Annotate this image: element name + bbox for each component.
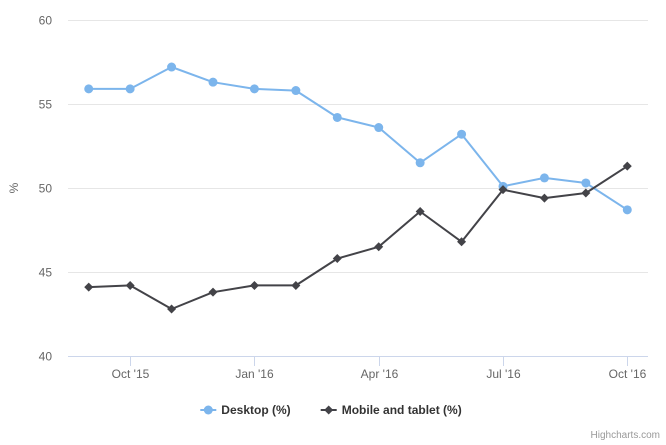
legend-label: Desktop (%)	[221, 403, 290, 417]
y-tick-label: 55	[39, 98, 53, 112]
legend-item-mobile[interactable]: Mobile and tablet (%)	[320, 403, 462, 417]
series-layer	[84, 62, 632, 314]
x-tick-label: Oct '15	[112, 367, 150, 381]
data-point[interactable]	[415, 158, 425, 168]
data-point[interactable]	[167, 62, 177, 72]
series-desktop	[84, 62, 632, 215]
x-tick-label: Jan '16	[235, 367, 274, 381]
data-point[interactable]	[415, 207, 425, 217]
data-point[interactable]	[125, 84, 135, 94]
grid-lines	[68, 20, 648, 357]
data-point[interactable]	[84, 84, 94, 94]
data-point[interactable]	[457, 237, 467, 247]
series-line[interactable]	[87, 165, 629, 310]
data-point[interactable]	[332, 254, 342, 264]
data-point[interactable]	[167, 304, 177, 314]
y-tick-label: 50	[39, 182, 53, 196]
x-axis: Oct '15 Jan '16 Apr '16 Jul '16 Oct '16	[68, 356, 648, 381]
data-point[interactable]	[374, 242, 384, 252]
data-point[interactable]	[332, 112, 342, 122]
data-point[interactable]	[457, 129, 467, 139]
data-point[interactable]	[291, 280, 301, 290]
data-point[interactable]	[249, 280, 259, 290]
data-point[interactable]	[291, 86, 301, 96]
y-tick-label: 60	[39, 14, 53, 28]
data-point[interactable]	[622, 161, 632, 171]
legend-label: Mobile and tablet (%)	[342, 403, 462, 417]
legend-marker-icon	[203, 405, 213, 415]
credits-link[interactable]: Highcharts.com	[591, 430, 660, 441]
y-axis-title: %	[7, 182, 21, 193]
data-point[interactable]	[539, 173, 549, 183]
data-point[interactable]	[125, 280, 135, 290]
y-tick-label: 45	[39, 266, 53, 280]
data-point[interactable]	[498, 185, 508, 195]
data-point[interactable]	[539, 193, 549, 203]
x-tick-label: Oct '16	[609, 367, 647, 381]
data-point[interactable]	[84, 282, 94, 292]
data-point[interactable]	[622, 205, 632, 215]
legend: Desktop (%) Mobile and tablet (%)	[200, 403, 462, 417]
data-point[interactable]	[374, 123, 384, 133]
data-point[interactable]	[208, 77, 218, 87]
x-tick-label: Apr '16	[361, 367, 399, 381]
data-point[interactable]	[581, 188, 591, 198]
y-axis: % 40 45 50 55 60	[7, 14, 52, 364]
data-point[interactable]	[208, 287, 218, 297]
series-mobile	[84, 161, 632, 314]
y-tick-label: 40	[39, 350, 53, 364]
legend-item-desktop[interactable]: Desktop (%)	[200, 403, 291, 417]
series-line[interactable]	[87, 66, 629, 211]
legend-marker-icon	[324, 405, 334, 415]
data-point[interactable]	[249, 84, 259, 94]
data-point[interactable]	[581, 178, 591, 188]
x-tick-label: Jul '16	[486, 367, 521, 381]
